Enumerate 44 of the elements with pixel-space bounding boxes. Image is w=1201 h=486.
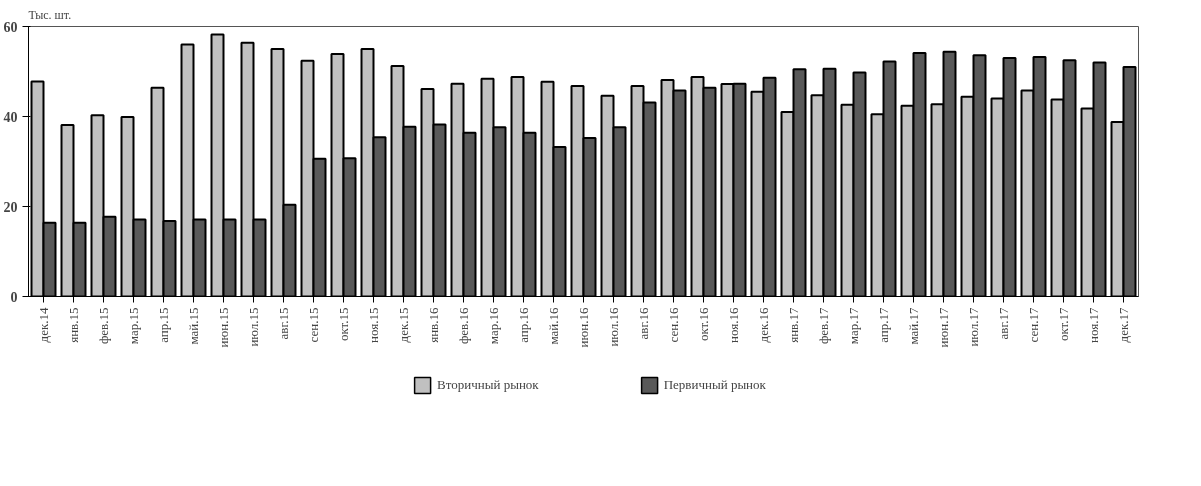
- x-tick-label: сен.17: [1026, 307, 1041, 343]
- x-tick-label: дек.17: [1116, 307, 1131, 343]
- x-tick-label: фев.16: [456, 307, 471, 345]
- x-tick-label: ноя.15: [366, 307, 381, 343]
- x-tick-label: дек.15: [396, 307, 411, 343]
- y-tick-label: 60: [3, 19, 18, 35]
- x-tick-label: ноя.16: [726, 307, 741, 343]
- x-tick-label: июн.17: [936, 307, 951, 348]
- x-tick-label: янв.15: [66, 307, 81, 343]
- x-tick-label: фев.17: [816, 307, 831, 345]
- legend-label: Первичный рынок: [663, 377, 766, 393]
- x-tick-label: дек.16: [756, 307, 771, 343]
- x-tick-label: ноя.17: [1086, 307, 1101, 343]
- x-tick-label: авг.16: [636, 307, 651, 340]
- x-tick-label: июл.15: [246, 307, 261, 347]
- x-tick-label: янв.16: [426, 307, 441, 343]
- x-tick-label: окт.17: [1056, 307, 1071, 342]
- y-axis-title: Тыс. шт.: [28, 7, 72, 22]
- x-tick-label: сен.16: [666, 307, 681, 343]
- legend-label: Вторичный рынок: [437, 377, 539, 393]
- x-tick-label: май.17: [906, 307, 921, 345]
- x-tick-label: июн.16: [576, 307, 591, 348]
- x-tick-label: апр.15: [156, 307, 171, 343]
- x-tick-label: авг.17: [996, 307, 1011, 340]
- x-tick-label: апр.17: [876, 307, 891, 343]
- x-tick-label: апр.16: [516, 307, 531, 343]
- x-tick-label: июл.17: [966, 307, 981, 347]
- x-tick-label: мар.16: [486, 307, 501, 345]
- y-tick-label: 20: [3, 199, 18, 215]
- x-tick-label: дек.14: [36, 307, 51, 343]
- x-tick-label: фев.15: [96, 307, 111, 345]
- x-tick-label: окт.16: [696, 307, 711, 342]
- x-tick-label: мар.17: [846, 307, 861, 345]
- x-tick-label: май.15: [186, 307, 201, 345]
- x-tick-label: мар.15: [126, 307, 141, 345]
- x-tick-label: окт.15: [336, 307, 351, 342]
- x-tick-label: авг.15: [276, 307, 291, 340]
- y-tick-label: 40: [3, 109, 18, 125]
- y-tick-label: 0: [10, 289, 18, 305]
- x-tick-label: май.16: [546, 307, 561, 345]
- x-tick-label: июн.15: [216, 307, 231, 348]
- x-tick-label: сен.15: [306, 307, 321, 343]
- x-tick-label: янв.17: [786, 307, 801, 343]
- x-tick-label: июл.16: [606, 307, 621, 347]
